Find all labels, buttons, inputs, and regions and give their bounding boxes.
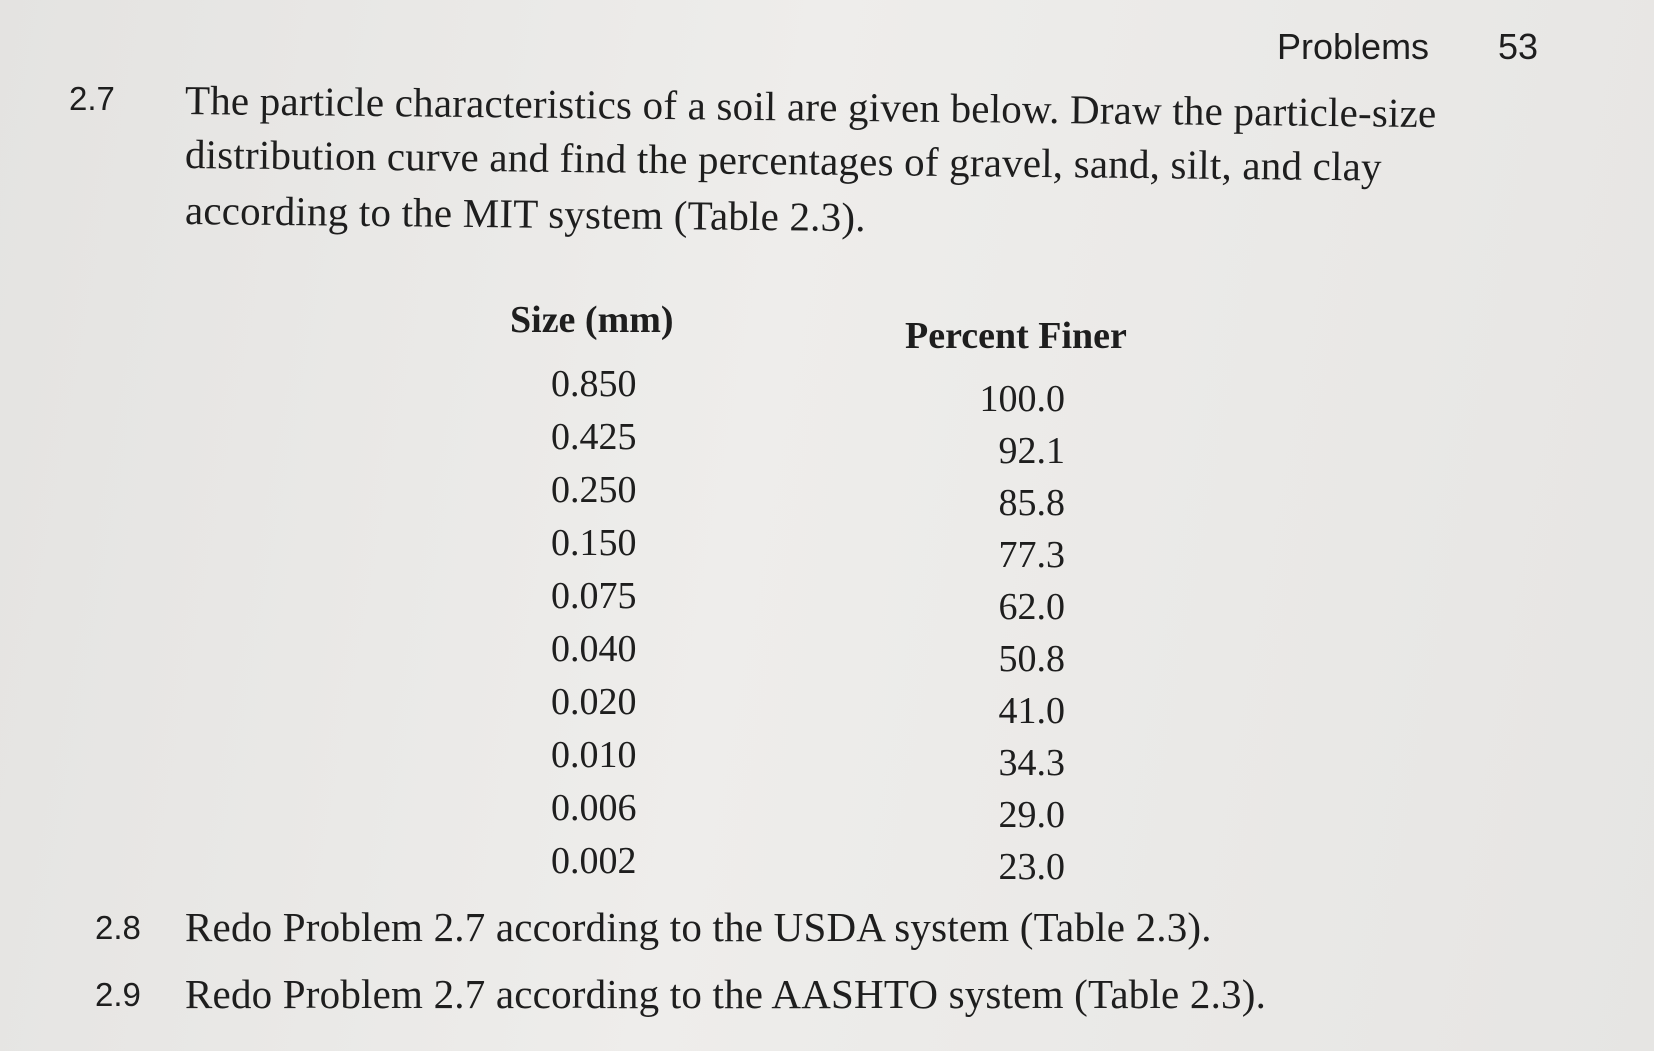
table-cell: 0.075 (551, 575, 637, 617)
table-cell: 29.0 (998, 794, 1066, 836)
table-cell: 34.3 (998, 742, 1066, 784)
table-cell: 62.0 (998, 586, 1066, 628)
table-cell: 0.006 (551, 787, 637, 829)
problem-text: The particle characteristics of a soil a… (184, 77, 1437, 137)
problem-text: distribution curve and find the percenta… (184, 131, 1382, 190)
table-cell: 85.8 (998, 482, 1066, 524)
problem-text: Redo Problem 2.7 according to the USDA s… (185, 904, 1212, 950)
table-cell: 100.0 (979, 378, 1066, 420)
table-cell: 23.0 (998, 846, 1066, 888)
table-cell: 0.002 (551, 840, 637, 882)
table-cell: 0.850 (551, 363, 637, 405)
table-cell: 41.0 (998, 690, 1066, 732)
page-number: 53 (1498, 26, 1539, 67)
problem-number: 2.7 (69, 80, 115, 117)
problem-number: 2.9 (95, 976, 141, 1013)
table-header: Size (mm) (510, 299, 674, 341)
table-cell: 50.8 (998, 638, 1066, 680)
problem-text: Redo Problem 2.7 according to the AASHTO… (185, 971, 1267, 1017)
table-cell: 0.010 (551, 734, 637, 776)
problem-text: according to the MIT system (Table 2.3). (184, 187, 866, 241)
table-cell: 0.150 (551, 522, 637, 564)
table-cell: 0.425 (551, 416, 637, 458)
table-cell: 0.020 (551, 681, 637, 723)
table-cell: 77.3 (998, 534, 1066, 576)
table-header: Percent Finer (905, 315, 1127, 357)
table-cell: 0.040 (551, 628, 637, 670)
running-header: Problems (1277, 26, 1430, 67)
table-cell: 92.1 (998, 430, 1066, 472)
table-cell: 0.250 (551, 469, 637, 511)
problem-number: 2.8 (95, 909, 141, 946)
